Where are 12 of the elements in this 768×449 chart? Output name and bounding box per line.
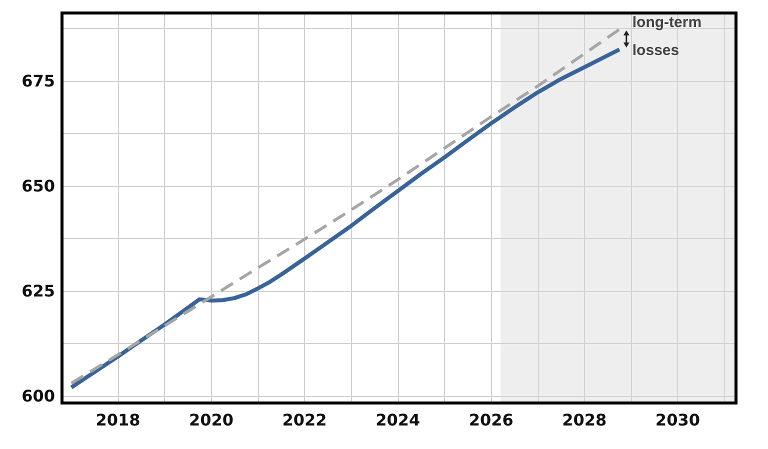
annotation: long-term losses [632,14,702,59]
x-tick-label: 2020 [188,410,234,430]
x-tick-label: 2018 [96,410,140,430]
y-tick-label: 625 [22,281,55,300]
x-tick-label: 2030 [655,410,700,430]
x-tick-label: 2028 [562,410,607,430]
y-tick-label: 650 [22,176,55,196]
y-tick-label: 600 [22,386,55,406]
x-tick-label: 2024 [376,410,420,430]
y-tick-label: 675 [22,72,55,91]
x-tick-label: 2022 [282,410,327,430]
x-tick-label: 2026 [468,410,514,430]
